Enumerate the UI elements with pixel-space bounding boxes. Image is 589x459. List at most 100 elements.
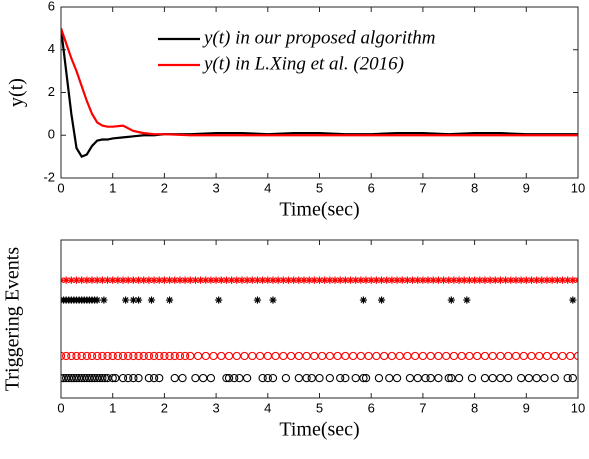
event-marker [398,276,406,284]
event-marker [129,296,137,304]
plot-frame [60,6,579,179]
event-marker [140,276,148,284]
event-marker [359,296,368,304]
event-marker [336,373,345,383]
x-tick-label: 2 [161,400,168,415]
x-tick-label: 5 [316,180,323,195]
event-marker [460,276,468,284]
event-marker [535,351,544,361]
event-marker [480,373,490,383]
event-marker [542,351,552,361]
event-marker [300,276,308,284]
plot-content [61,276,578,383]
event-marker [434,276,443,284]
event-marker [457,351,466,361]
event-marker [517,276,525,284]
event-marker [527,276,536,284]
series-line [61,28,578,137]
event-marker [122,296,130,304]
event-marker [294,351,303,361]
x-tick-label: 1 [109,180,116,195]
event-marker [193,351,203,361]
event-marker [103,351,112,361]
event-marker [255,351,265,361]
event-marker [385,373,394,383]
event-marker [502,276,510,284]
event-marker [444,373,453,383]
event-marker [418,351,428,361]
event-marker [377,276,386,284]
event-marker [463,296,471,304]
event-marker [395,351,404,361]
y-axis-label: Triggering Events [2,247,24,391]
event-marker [134,296,143,304]
event-marker [454,373,464,383]
event-marker [69,373,79,383]
event-marker [442,351,451,361]
event-marker [413,373,422,383]
event-marker [100,373,110,383]
y-tick-label: 4 [48,41,55,56]
event-marker [202,276,210,284]
event-marker [62,351,71,361]
event-marker [176,276,184,284]
event-marker [550,351,559,361]
event-marker [364,351,373,361]
x-tick-label: 7 [419,180,426,195]
event-marker [361,373,371,383]
event-marker [465,276,474,284]
event-marker [77,351,86,361]
event-marker [426,351,435,361]
event-marker [209,351,218,361]
event-marker [87,351,97,361]
x-tick-label: 3 [212,400,219,415]
event-marker [511,351,521,361]
event-marker [310,276,318,284]
event-marker [295,276,303,284]
event-marker [447,296,455,304]
event-marker [93,296,101,304]
event-marker [268,373,278,383]
event-marker [352,276,360,284]
event-marker [93,373,102,383]
event-marker [129,276,137,284]
x-tick-label: 10 [571,400,585,415]
event-marker [325,373,334,383]
event-marker [563,373,572,383]
event-marker [98,351,107,361]
event-marker [233,276,241,284]
event-marker [118,373,128,383]
event-marker [263,351,272,361]
event-marker [103,373,112,383]
event-marker [315,276,324,284]
event-marker [95,373,104,383]
event-marker [77,373,86,383]
event-marker [80,373,89,383]
event-marker [165,276,174,284]
legend-label: y(t) in our proposed algorithm [202,27,436,48]
plot-frame [60,239,579,399]
event-marker [155,351,164,361]
event-marker [269,276,277,284]
event-marker [259,276,267,284]
event-marker [271,351,280,361]
event-marker [524,373,534,383]
plot-area [61,7,578,178]
event-marker [488,373,497,383]
event-marker [405,373,415,383]
event-marker [357,276,365,284]
event-marker [359,373,368,383]
event-marker [471,276,479,284]
event-marker [341,276,349,284]
event-marker [305,276,313,284]
event-marker [108,351,117,361]
event-marker [374,373,384,383]
event-marker [83,276,91,284]
event-marker [473,351,482,361]
event-marker [362,276,370,284]
event-marker [72,351,81,361]
event-marker [253,276,262,284]
event-marker [315,373,324,383]
event-marker [64,373,73,383]
